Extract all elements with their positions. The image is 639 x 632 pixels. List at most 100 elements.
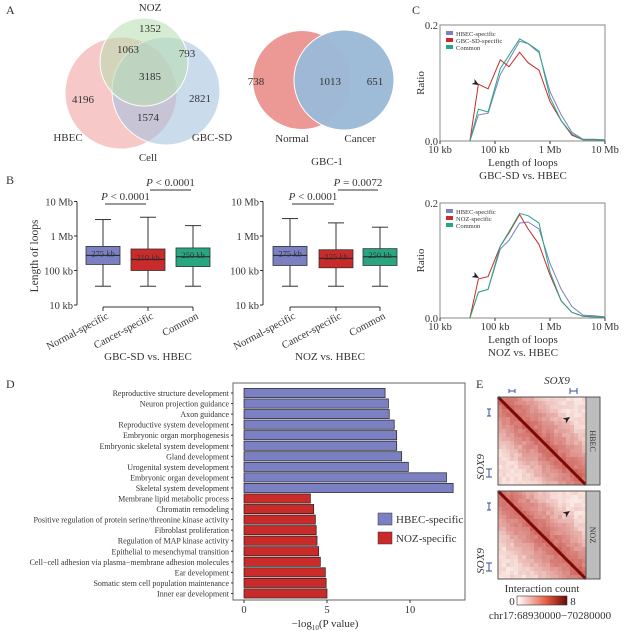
venn-count-gbcsd-only: 2821 (189, 93, 211, 105)
heatmap-cell (522, 473, 526, 477)
heatmap-cell (582, 417, 586, 421)
heatmap-cell (534, 555, 538, 559)
heatmap-cell (582, 503, 586, 507)
heatmap-cell (530, 409, 534, 413)
heatmap-cell (566, 445, 570, 449)
heatmap-cell (498, 531, 502, 535)
bar (243, 535, 318, 546)
gene-label-side: SOX9 (475, 548, 487, 574)
heatmap-cell (538, 481, 542, 485)
bar (243, 588, 328, 599)
heatmap-cell (530, 543, 534, 547)
heatmap-cell (514, 405, 518, 409)
bar (243, 451, 403, 462)
heatmap-cell (546, 531, 550, 535)
boxplot-panel: 10 kb 100 kb 1 Mb 10 Mb Length of loops 275 k… (29, 177, 211, 363)
heatmap-cell (502, 543, 506, 547)
line-chart: 10 kb 100 kb 1 Mb 10 Mb 0.0 0.2 Ratio Length of… (415, 199, 619, 359)
heatmap-cell (554, 539, 558, 543)
colorbar-title: Interaction count (505, 583, 580, 595)
heatmap-cell (574, 535, 578, 539)
heatmap-cell (550, 527, 554, 531)
heatmap-cell (550, 473, 554, 477)
heatmap-cell (582, 429, 586, 433)
heatmap-cell (498, 441, 502, 445)
heatmap-cell (578, 539, 582, 543)
heatmap-cell (546, 567, 550, 571)
heatmap-cell (558, 469, 562, 473)
heatmap-cell (530, 421, 534, 425)
heatmap-cell (550, 421, 554, 425)
heatmap-cell (518, 409, 522, 413)
heatmap-cell (514, 503, 518, 507)
box (272, 245, 308, 266)
heatmap-cell (570, 495, 574, 499)
heatmap-cell (530, 441, 534, 445)
heatmap-cell (518, 499, 522, 503)
category-label: Epithelial to mesenchymal transition (111, 547, 229, 556)
heatmap-cell (526, 575, 530, 579)
heatmap-cell (570, 547, 574, 551)
heatmap-cell (578, 481, 582, 485)
heatmap-cell (498, 433, 502, 437)
heatmap-cell (534, 449, 538, 453)
heatmap-cell (506, 413, 510, 417)
heatmap-cell (554, 559, 558, 563)
heatmap-cell (534, 551, 538, 555)
heatmap-cell (542, 511, 546, 515)
heatmap-cell (562, 405, 566, 409)
heatmap-cell (502, 457, 506, 461)
heatmap-cell (526, 523, 530, 527)
heatmap-cell (566, 469, 570, 473)
heatmap-cell (514, 409, 518, 413)
heatmap-cell (554, 461, 558, 465)
heatmap-cell (514, 555, 518, 559)
heatmap-cell (534, 425, 538, 429)
heatmap-cell (534, 535, 538, 539)
chart-caption: GBC-SD vs. HBEC (479, 170, 567, 182)
heatmap-cell (546, 405, 550, 409)
heatmap-cell (578, 457, 582, 461)
heatmap-cell (558, 437, 562, 441)
heatmap-cell (542, 413, 546, 417)
heatmap-cell (530, 555, 534, 559)
heatmap-cell (502, 511, 506, 515)
heatmap-cell (498, 567, 502, 571)
x-tick-label: 1 Mb (539, 145, 561, 156)
category-label: Common (161, 311, 201, 339)
heatmap-cell (522, 547, 526, 551)
heatmap-cell (502, 499, 506, 503)
heatmap-cell (570, 543, 574, 547)
heatmap-cell (558, 429, 562, 433)
heatmap-cell (514, 477, 518, 481)
median-label: 250 kb (368, 250, 391, 260)
heatmap-cell (530, 539, 534, 543)
heatmap-cell (530, 461, 534, 465)
bar (243, 483, 454, 493)
heatmap-cell (546, 555, 550, 559)
heatmap-cell (514, 551, 518, 555)
sample-strip (585, 490, 601, 580)
heatmap-cell (562, 449, 566, 453)
x-tick-label: 10 kb (428, 322, 452, 333)
heatmap-cell (566, 405, 570, 409)
heatmap-cell (558, 559, 562, 563)
heatmap-cell (538, 547, 542, 551)
heatmap-cell (522, 465, 526, 469)
heatmap-cell (534, 491, 538, 495)
heatmap-cell (582, 473, 586, 477)
heatmap-hbec: HBEC SOX9 (475, 395, 601, 487)
heatmap-cell (578, 441, 582, 445)
heatmap-cell (542, 481, 546, 485)
heatmap-cell (558, 473, 562, 477)
heatmap-cell (522, 441, 526, 445)
heatmap-cell (574, 503, 578, 507)
heatmap-cell (554, 445, 558, 449)
heatmap-cell (554, 503, 558, 507)
heatmap-cell (570, 527, 574, 531)
heatmap-cell (542, 559, 546, 563)
heatmap-cell (522, 469, 526, 473)
heatmap-cell (534, 477, 538, 481)
heatmap-cell (498, 511, 502, 515)
